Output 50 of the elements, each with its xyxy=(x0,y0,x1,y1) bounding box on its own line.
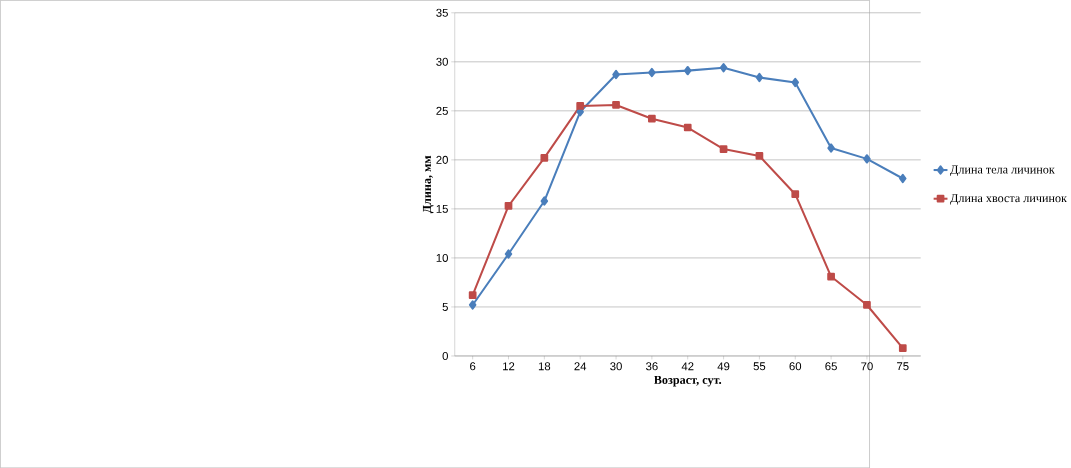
x-tick-label: 42 xyxy=(681,362,694,371)
y-axis-title: Длина, мм xyxy=(422,155,434,214)
y-tick-label: 25 xyxy=(436,106,448,115)
y-tick-label: 20 xyxy=(436,155,448,164)
x-tick-label: 6 xyxy=(470,362,476,371)
point xyxy=(791,190,800,198)
legend-label: Длина тела личинок xyxy=(950,165,1055,176)
x-tick-label: 70 xyxy=(861,362,873,371)
point xyxy=(899,173,907,184)
y-tick-label: 5 xyxy=(442,302,448,311)
x-tick-label: 12 xyxy=(503,362,515,371)
x-tick-label: 30 xyxy=(610,362,622,371)
point xyxy=(863,154,871,164)
point xyxy=(791,77,800,87)
point xyxy=(648,114,656,123)
x-tick-label: 18 xyxy=(538,362,551,371)
y-tick-label: 10 xyxy=(436,253,448,262)
legend-label: Длина хвоста личинок xyxy=(950,194,1067,205)
x-tick-label: 60 xyxy=(789,362,802,371)
point xyxy=(576,101,585,110)
y-tick-label: 15 xyxy=(436,204,448,213)
y-tick-label: 35 xyxy=(436,8,448,17)
point xyxy=(648,67,656,78)
y-tick-label: 0 xyxy=(442,351,448,360)
point xyxy=(504,201,513,210)
point xyxy=(468,291,477,299)
x-tick-label: 24 xyxy=(574,362,587,371)
point xyxy=(540,196,549,206)
point xyxy=(468,300,477,310)
point xyxy=(504,249,513,259)
point xyxy=(683,123,692,132)
x-tick-label: 49 xyxy=(717,362,730,371)
point xyxy=(540,153,549,162)
x-axis-title: Возраст, сут. xyxy=(654,375,722,387)
x-tick-label: 65 xyxy=(825,362,837,371)
point xyxy=(827,143,835,153)
y-tick-label: 30 xyxy=(436,57,448,66)
point xyxy=(755,151,764,160)
point xyxy=(612,100,620,109)
point xyxy=(863,301,871,309)
x-tick-label: 75 xyxy=(897,362,909,371)
point xyxy=(719,62,728,73)
x-tick-label: 36 xyxy=(646,362,658,371)
point xyxy=(827,272,835,281)
point xyxy=(898,344,907,352)
point xyxy=(719,145,728,153)
point xyxy=(612,69,620,80)
point xyxy=(683,65,692,76)
point xyxy=(755,72,764,83)
x-tick-label: 55 xyxy=(753,362,766,371)
